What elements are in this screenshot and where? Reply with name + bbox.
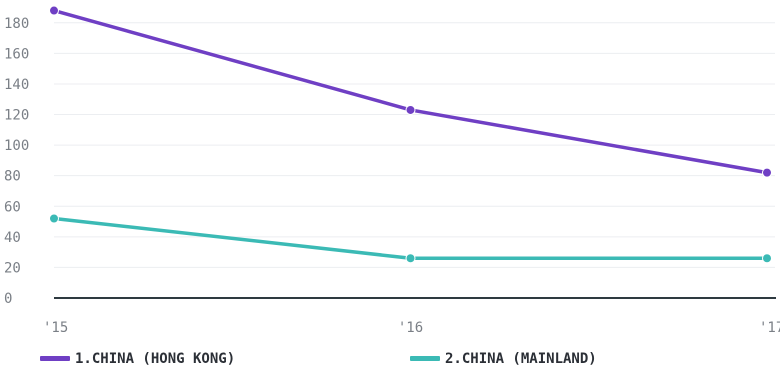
data-point[interactable] bbox=[762, 167, 772, 178]
y-tick-label: 160 bbox=[4, 46, 29, 62]
data-point[interactable] bbox=[405, 104, 416, 115]
data-point[interactable] bbox=[49, 213, 59, 224]
y-tick-label: 180 bbox=[4, 16, 29, 32]
data-point[interactable] bbox=[762, 253, 772, 264]
legend-label: 1.CHINA (HONG KONG) bbox=[75, 351, 235, 367]
legend: 1.CHINA (HONG KONG) 2.CHINA (MAINLAND) bbox=[40, 351, 597, 367]
legend-label: 2.CHINA (MAINLAND) bbox=[445, 351, 597, 367]
y-tick-label: 140 bbox=[4, 77, 29, 93]
y-tick-label: 40 bbox=[4, 230, 21, 246]
legend-item-2[interactable]: 2.CHINA (MAINLAND) bbox=[410, 351, 597, 367]
legend-item-1[interactable]: 1.CHINA (HONG KONG) bbox=[40, 351, 235, 367]
x-tick-label: '16 bbox=[398, 320, 423, 336]
series-line-2 bbox=[52, 216, 769, 260]
y-tick-label: 120 bbox=[4, 108, 29, 124]
legend-swatch bbox=[40, 356, 70, 361]
x-axis-ticks: '15 '16 '17 bbox=[43, 320, 780, 336]
x-tick-label: '17 bbox=[759, 320, 780, 336]
x-tick-label: '15 bbox=[43, 320, 68, 336]
data-point[interactable] bbox=[49, 5, 59, 16]
y-tick-label: 0 bbox=[4, 291, 12, 307]
data-point[interactable] bbox=[405, 253, 416, 264]
series-line-1 bbox=[52, 8, 769, 175]
grid-lines bbox=[54, 22, 775, 268]
y-tick-label: 80 bbox=[4, 169, 21, 185]
y-tick-label: 20 bbox=[4, 260, 21, 276]
legend-swatch bbox=[410, 356, 440, 361]
series-lines bbox=[49, 5, 772, 264]
y-tick-label: 100 bbox=[4, 138, 29, 154]
y-axis-ticks: 0 20 40 60 80 100 120 140 160 180 bbox=[4, 16, 29, 307]
y-tick-label: 60 bbox=[4, 199, 21, 215]
